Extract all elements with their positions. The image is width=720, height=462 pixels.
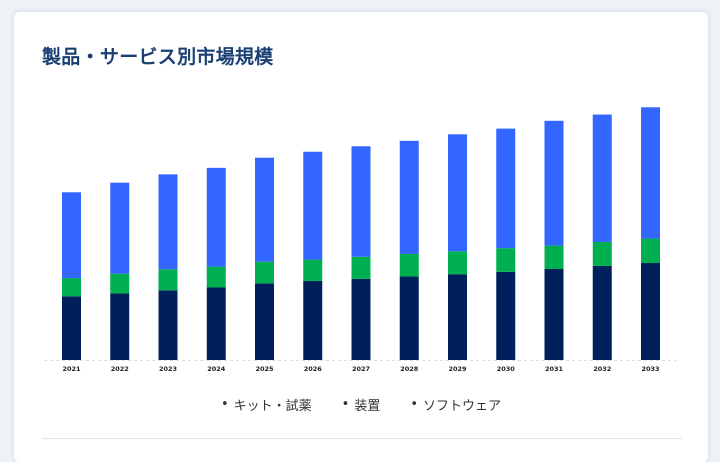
- bar-segment[interactable]: [62, 296, 81, 360]
- bar-segment[interactable]: [303, 151, 323, 260]
- bar-segment[interactable]: [351, 278, 371, 360]
- bar-segment[interactable]: [206, 287, 226, 360]
- legend-bullet: •: [341, 397, 350, 412]
- x-tick-labels: 2021 2022 2023 2024 2025 2026 2027 2028 2029 2030…: [62, 365, 659, 373]
- x-tick-label: 2029: [448, 365, 467, 373]
- bar-segment[interactable]: [255, 283, 274, 360]
- x-tick-label: 2023: [159, 365, 177, 373]
- x-tick-label: 2030: [497, 365, 516, 373]
- bar-segment[interactable]: [206, 167, 226, 267]
- bar-segment[interactable]: [592, 241, 612, 266]
- bar-segment[interactable]: [592, 114, 612, 242]
- bar-segment[interactable]: [351, 146, 371, 257]
- bar-segment[interactable]: [399, 140, 419, 254]
- bar-segment[interactable]: [448, 134, 467, 252]
- legend-item-software[interactable]: • ソフトウェア: [410, 395, 501, 414]
- bar-segment[interactable]: [448, 251, 467, 275]
- bar-segment[interactable]: [544, 269, 564, 360]
- bar-segment[interactable]: [592, 265, 612, 360]
- bar-segment[interactable]: [544, 120, 564, 246]
- bar-segment[interactable]: [255, 261, 274, 284]
- bar-segment[interactable]: [110, 182, 130, 274]
- bar-segment[interactable]: [448, 274, 467, 360]
- chart-legend: • キット・試薬 • 装置 • ソフトウェア: [14, 395, 708, 414]
- x-tick-label: 2027: [352, 365, 370, 373]
- x-tick-label: 2032: [593, 365, 611, 373]
- x-tick-label: 2021: [62, 365, 81, 373]
- x-tick-label: 2025: [255, 365, 274, 373]
- bar-segment[interactable]: [641, 238, 660, 264]
- bar-segment[interactable]: [496, 271, 516, 360]
- legend-label: キット・試薬: [233, 399, 312, 414]
- bar-segment[interactable]: [496, 248, 516, 272]
- bar-segment[interactable]: [110, 293, 130, 360]
- legend-bullet: •: [410, 397, 419, 412]
- bar-segment[interactable]: [496, 128, 516, 249]
- bar-segment[interactable]: [303, 280, 323, 360]
- legend-item-instruments[interactable]: • 装置: [342, 395, 381, 414]
- card-divider: [42, 438, 682, 439]
- x-tick-label: 2022: [111, 365, 129, 373]
- legend-label: 装置: [354, 399, 381, 414]
- bar-segment[interactable]: [158, 269, 178, 291]
- chart-title: 製品・サービス別市場規模: [42, 46, 274, 68]
- bar-segment[interactable]: [62, 192, 81, 279]
- x-tick-label: 2024: [207, 365, 226, 373]
- bars-group: [62, 107, 660, 360]
- bar-segment[interactable]: [641, 107, 660, 239]
- bar-segment[interactable]: [544, 245, 564, 269]
- legend-item-kits[interactable]: • キット・試薬: [221, 395, 312, 414]
- chart-card: 製品・サービス別市場規模 2021 2022 2023 2024 2025 2026 202…: [14, 12, 708, 462]
- bar-segment[interactable]: [303, 259, 323, 281]
- bar-segment[interactable]: [641, 263, 660, 360]
- bar-segment[interactable]: [351, 256, 371, 279]
- x-tick-label: 2031: [545, 365, 564, 373]
- bar-segment[interactable]: [206, 266, 226, 288]
- bar-segment[interactable]: [399, 276, 419, 360]
- bar-segment[interactable]: [62, 278, 81, 297]
- x-tick-label: 2028: [400, 365, 419, 373]
- bar-segment[interactable]: [110, 273, 130, 294]
- bar-segment[interactable]: [255, 157, 274, 262]
- legend-bullet: •: [220, 397, 229, 412]
- stacked-bar-chart: 2021 2022 2023 2024 2025 2026 2027 2028 2029 2030…: [44, 107, 676, 373]
- x-tick-label: 2026: [304, 365, 323, 373]
- bar-segment[interactable]: [158, 290, 178, 360]
- bar-segment[interactable]: [158, 174, 178, 270]
- x-tick-label: 2033: [641, 365, 659, 373]
- bar-segment[interactable]: [399, 253, 419, 277]
- legend-label: ソフトウェア: [423, 399, 502, 414]
